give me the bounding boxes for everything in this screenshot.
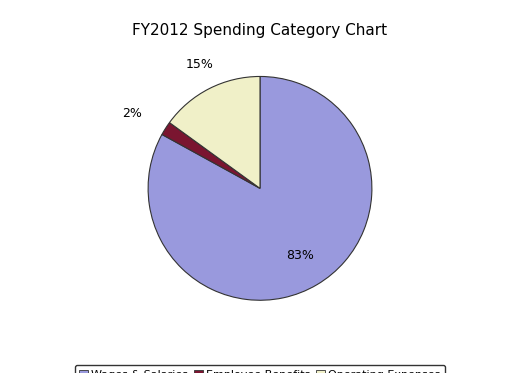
Wedge shape [148,76,372,300]
Legend: Wages & Salaries, Employee Benefits, Operating Expenses: Wages & Salaries, Employee Benefits, Ope… [75,365,445,373]
Wedge shape [170,76,260,188]
Text: 2%: 2% [122,107,142,120]
Title: FY2012 Spending Category Chart: FY2012 Spending Category Chart [133,23,387,38]
Text: 15%: 15% [186,58,214,71]
Wedge shape [162,123,260,188]
Text: 83%: 83% [286,249,314,262]
